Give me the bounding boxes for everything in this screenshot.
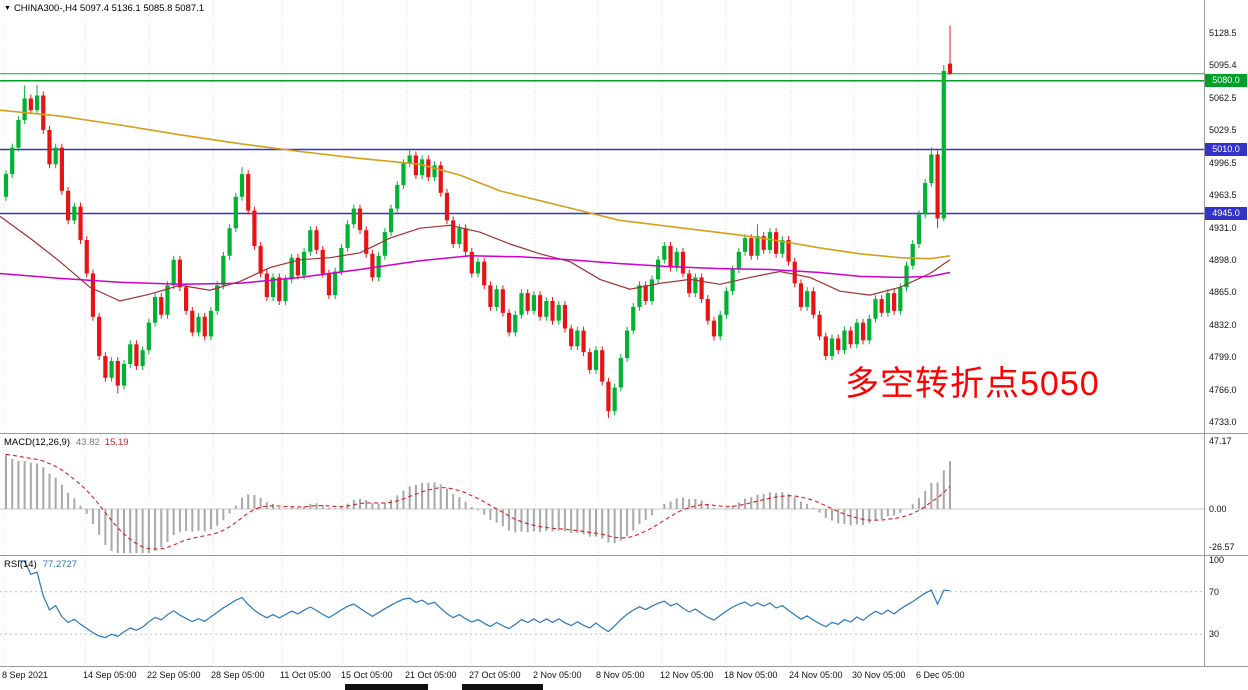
- price-tick-label: 4996.5: [1209, 157, 1237, 168]
- time-tick-label: 28 Sep 05:00: [211, 670, 265, 680]
- macd-main-value: 43.82: [76, 437, 100, 448]
- macd-tick-label: -26.57: [1209, 542, 1235, 553]
- macd-signal-value: 15.19: [104, 437, 129, 448]
- horizontal-lines-layer[interactable]: [0, 73, 1204, 215]
- price-tick-label: 5095.4: [1209, 60, 1237, 71]
- rsi-tick-label: 100: [1209, 555, 1225, 565]
- chart-marker-icon: ▼: [4, 5, 11, 12]
- price-line-badge: 5080.0: [1205, 74, 1247, 88]
- chart-annotation-text[interactable]: 多空转折点5050: [845, 365, 1100, 403]
- bottom-bar-segment: [462, 684, 543, 690]
- time-tick-label: 22 Sep 05:00: [147, 670, 201, 680]
- price-tick-label: 4898.0: [1209, 254, 1237, 265]
- time-tick-label: 8 Nov 05:00: [596, 670, 645, 680]
- price-tick-label: 4832.0: [1209, 319, 1237, 330]
- time-tick-label: 8 Sep 2021: [2, 670, 49, 680]
- rsi-layer: [0, 560, 1204, 639]
- bottom-bar-segment: [345, 684, 428, 690]
- price-tick-label: 4799.0: [1209, 352, 1237, 363]
- price-tick-label: 5062.5: [1209, 92, 1237, 103]
- time-tick-label: 2 Nov 05:00: [533, 670, 582, 680]
- time-tick-label: 21 Oct 05:00: [405, 670, 457, 680]
- symbol-ohlc-text: CHINA300-,H4 5097.4 5136.1 5085.8 5087.1: [13, 3, 205, 14]
- macd-title: MACD(12,26,9): [4, 437, 70, 448]
- price-tick-label: 5128.5: [1209, 28, 1237, 38]
- symbol-ohlc-line: ▼ CHINA300-,H4 5097.4 5136.1 5085.8 5087.…: [4, 3, 204, 14]
- rsi-tick-label: 30: [1209, 629, 1220, 640]
- ma-magenta: [0, 255, 951, 286]
- grid-layer: [3, 0, 919, 666]
- time-tick-label: 18 Nov 05:00: [724, 670, 778, 680]
- price-tick-label: 4733.0: [1209, 417, 1237, 427]
- macd-layer: [0, 453, 1204, 553]
- price-tick-label: 5029.5: [1209, 125, 1237, 136]
- price-tick-label: 4931.0: [1209, 222, 1237, 233]
- time-tick-label: 15 Oct 05:00: [341, 670, 393, 680]
- price-line-badge: 4945.0: [1205, 206, 1247, 220]
- rsi-value: 77.2727: [42, 559, 78, 570]
- time-tick-label: 14 Sep 05:00: [83, 670, 137, 680]
- price-tick-label: 4963.5: [1209, 190, 1237, 201]
- frame-layer: [0, 0, 1248, 667]
- price-tick-label: 4865.0: [1209, 287, 1237, 298]
- ma-mid-darkred: [0, 215, 951, 302]
- time-tick-label: 11 Oct 05:00: [280, 670, 331, 680]
- time-tick-label: 6 Dec 05:00: [916, 670, 965, 680]
- rsi-indicator-label: RSI(14) 77.2727: [4, 559, 77, 570]
- moving-averages-layer: [0, 109, 951, 302]
- macd-tick-label: 0.00: [1209, 504, 1227, 514]
- candles-layer: [3, 25, 953, 419]
- rsi-title: RSI(14): [4, 559, 37, 570]
- macd-indicator-label: MACD(12,26,9) 43.82 15.19: [4, 437, 129, 448]
- ma-slow-orange: [0, 109, 951, 260]
- price-line-badge: 5010.0: [1205, 143, 1247, 157]
- time-tick-label: 30 Nov 05:00: [852, 670, 906, 680]
- time-tick-label: 27 Oct 05:00: [469, 670, 521, 680]
- time-tick-label: 24 Nov 05:00: [789, 670, 843, 680]
- rsi-tick-label: 70: [1209, 586, 1220, 597]
- macd-tick-label: 47.17: [1209, 435, 1232, 446]
- time-tick-label: 12 Nov 05:00: [660, 670, 714, 680]
- price-tick-label: 4766.0: [1209, 384, 1237, 395]
